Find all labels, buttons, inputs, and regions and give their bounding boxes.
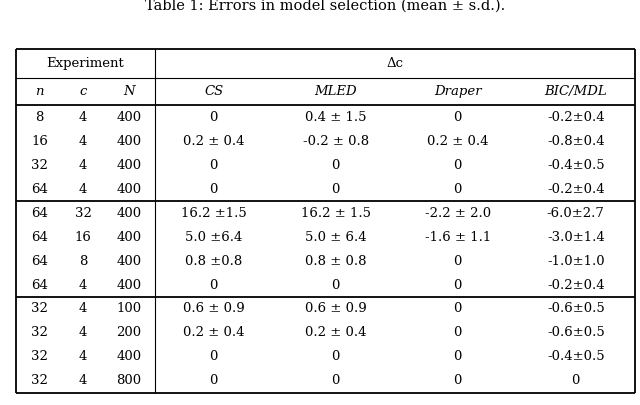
Text: 800: 800: [116, 374, 141, 387]
Text: 0: 0: [454, 159, 462, 172]
Text: 64: 64: [31, 207, 48, 220]
Text: 8: 8: [35, 111, 44, 124]
Text: -0.2±0.4: -0.2±0.4: [547, 279, 605, 292]
Text: 0: 0: [209, 159, 218, 172]
Text: 0: 0: [454, 374, 462, 387]
Text: 0: 0: [454, 303, 462, 315]
Text: 200: 200: [116, 326, 141, 339]
Text: -0.2 ± 0.8: -0.2 ± 0.8: [303, 135, 369, 148]
Text: 0: 0: [209, 279, 218, 292]
Text: 0: 0: [332, 374, 340, 387]
Text: BIC/MDL: BIC/MDL: [545, 85, 607, 98]
Text: -0.8±0.4: -0.8±0.4: [547, 135, 605, 148]
Text: 0: 0: [332, 183, 340, 196]
Text: 0.2 ± 0.4: 0.2 ± 0.4: [305, 326, 367, 339]
Text: 0.8 ± 0.8: 0.8 ± 0.8: [305, 255, 367, 268]
Text: 0.6 ± 0.9: 0.6 ± 0.9: [305, 303, 367, 315]
Text: -0.2±0.4: -0.2±0.4: [547, 111, 605, 124]
Text: 400: 400: [116, 230, 141, 243]
Text: 400: 400: [116, 135, 141, 148]
Text: 16.2 ±1.5: 16.2 ±1.5: [181, 207, 246, 220]
Text: 64: 64: [31, 255, 48, 268]
Text: N: N: [123, 85, 134, 98]
Text: 0.2 ± 0.4: 0.2 ± 0.4: [183, 326, 244, 339]
Text: 0: 0: [209, 183, 218, 196]
Text: 5.0 ±6.4: 5.0 ±6.4: [185, 230, 243, 243]
Text: 8: 8: [79, 255, 87, 268]
Text: 0: 0: [454, 279, 462, 292]
Text: 64: 64: [31, 230, 48, 243]
Text: 0: 0: [332, 159, 340, 172]
Text: 4: 4: [79, 326, 87, 339]
Text: 4: 4: [79, 303, 87, 315]
Text: -0.2±0.4: -0.2±0.4: [547, 183, 605, 196]
Text: -0.6±0.5: -0.6±0.5: [547, 303, 605, 315]
Text: 32: 32: [31, 326, 48, 339]
Text: 4: 4: [79, 183, 87, 196]
Text: CS: CS: [204, 85, 223, 98]
Text: 0: 0: [209, 374, 218, 387]
Text: 0.2 ± 0.4: 0.2 ± 0.4: [427, 135, 488, 148]
Text: 32: 32: [31, 159, 48, 172]
Text: n: n: [35, 85, 44, 98]
Text: 0: 0: [454, 326, 462, 339]
Text: -1.0±1.0: -1.0±1.0: [547, 255, 605, 268]
Text: 0: 0: [209, 111, 218, 124]
Text: 0: 0: [454, 350, 462, 363]
Text: 100: 100: [116, 303, 141, 315]
Text: 4: 4: [79, 350, 87, 363]
Text: 4: 4: [79, 374, 87, 387]
Text: 16.2 ± 1.5: 16.2 ± 1.5: [301, 207, 371, 220]
Text: -3.0±1.4: -3.0±1.4: [547, 230, 605, 243]
Text: 0: 0: [572, 374, 580, 387]
Text: MLED: MLED: [314, 85, 357, 98]
Text: -1.6 ± 1.1: -1.6 ± 1.1: [424, 230, 491, 243]
Text: 0: 0: [332, 279, 340, 292]
Text: c: c: [79, 85, 87, 98]
Text: 4: 4: [79, 111, 87, 124]
Text: 0: 0: [209, 350, 218, 363]
Text: -0.4±0.5: -0.4±0.5: [547, 350, 605, 363]
Text: 4: 4: [79, 159, 87, 172]
Text: 0: 0: [454, 183, 462, 196]
Text: 0: 0: [454, 111, 462, 124]
Text: Draper: Draper: [434, 85, 481, 98]
Text: Experiment: Experiment: [47, 57, 124, 70]
Text: -0.4±0.5: -0.4±0.5: [547, 159, 605, 172]
Text: 400: 400: [116, 255, 141, 268]
Text: 5.0 ± 6.4: 5.0 ± 6.4: [305, 230, 367, 243]
Text: 32: 32: [31, 303, 48, 315]
Text: 400: 400: [116, 350, 141, 363]
Text: -2.2 ± 2.0: -2.2 ± 2.0: [424, 207, 491, 220]
Text: 32: 32: [31, 350, 48, 363]
Text: -0.6±0.5: -0.6±0.5: [547, 326, 605, 339]
Text: 400: 400: [116, 279, 141, 292]
Text: Table 1: Errors in model selection (mean ± s.d.).: Table 1: Errors in model selection (mean…: [145, 0, 506, 13]
Text: 400: 400: [116, 207, 141, 220]
Text: Δc: Δc: [387, 57, 403, 70]
Text: 400: 400: [116, 183, 141, 196]
Text: 32: 32: [31, 374, 48, 387]
Text: 64: 64: [31, 279, 48, 292]
Text: 16: 16: [75, 230, 92, 243]
Text: 0.4 ± 1.5: 0.4 ± 1.5: [305, 111, 367, 124]
Text: 0: 0: [332, 350, 340, 363]
Text: 32: 32: [75, 207, 92, 220]
Text: 0: 0: [454, 255, 462, 268]
Text: 0.2 ± 0.4: 0.2 ± 0.4: [183, 135, 244, 148]
Text: 400: 400: [116, 159, 141, 172]
Text: -6.0±2.7: -6.0±2.7: [547, 207, 605, 220]
Text: 4: 4: [79, 279, 87, 292]
Text: 4: 4: [79, 135, 87, 148]
Text: 16: 16: [31, 135, 48, 148]
Text: 64: 64: [31, 183, 48, 196]
Text: 0.8 ±0.8: 0.8 ±0.8: [185, 255, 243, 268]
Text: 0.6 ± 0.9: 0.6 ± 0.9: [183, 303, 244, 315]
Text: 400: 400: [116, 111, 141, 124]
